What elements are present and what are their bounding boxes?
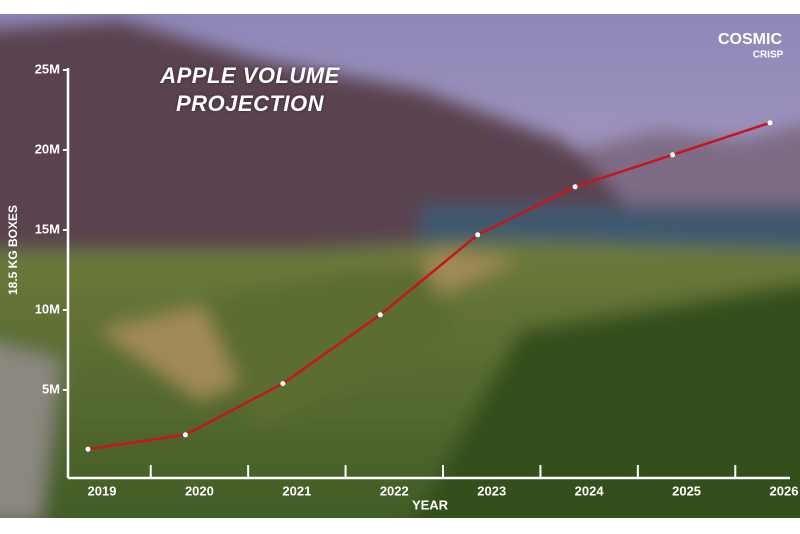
y-tick-label: 25M <box>35 61 60 76</box>
background-photo <box>0 14 800 518</box>
x-tick-label: 2023 <box>477 483 506 498</box>
x-tick-label: 2019 <box>88 483 117 498</box>
data-point <box>767 120 773 126</box>
data-point <box>670 152 676 158</box>
brand-name: COSMIC <box>718 31 782 48</box>
x-tick-label: 2020 <box>185 483 214 498</box>
x-axis-label: YEAR <box>412 497 449 512</box>
x-tick-label: 2026 <box>770 483 799 498</box>
y-tick-label: 5M <box>42 381 60 396</box>
data-point <box>85 446 91 452</box>
brand-subname: CRISP <box>753 50 784 61</box>
data-point <box>182 432 188 438</box>
data-point <box>377 312 383 318</box>
x-tick-label: 2025 <box>672 483 701 498</box>
x-tick-label: 2024 <box>575 483 605 498</box>
data-point <box>475 232 481 238</box>
x-tick-label: 2021 <box>282 483 311 498</box>
y-tick-label: 15M <box>35 221 60 236</box>
y-tick-label: 10M <box>35 301 60 316</box>
data-line <box>87 121 771 451</box>
chart-title: APPLE VOLUME PROJECTION <box>160 63 340 116</box>
data-point <box>280 381 286 387</box>
y-tick-label: 20M <box>35 141 60 156</box>
y-axis-label: 18.5 KG BOXES <box>6 205 20 295</box>
data-point <box>572 184 578 190</box>
x-tick-label: 2022 <box>380 483 409 498</box>
